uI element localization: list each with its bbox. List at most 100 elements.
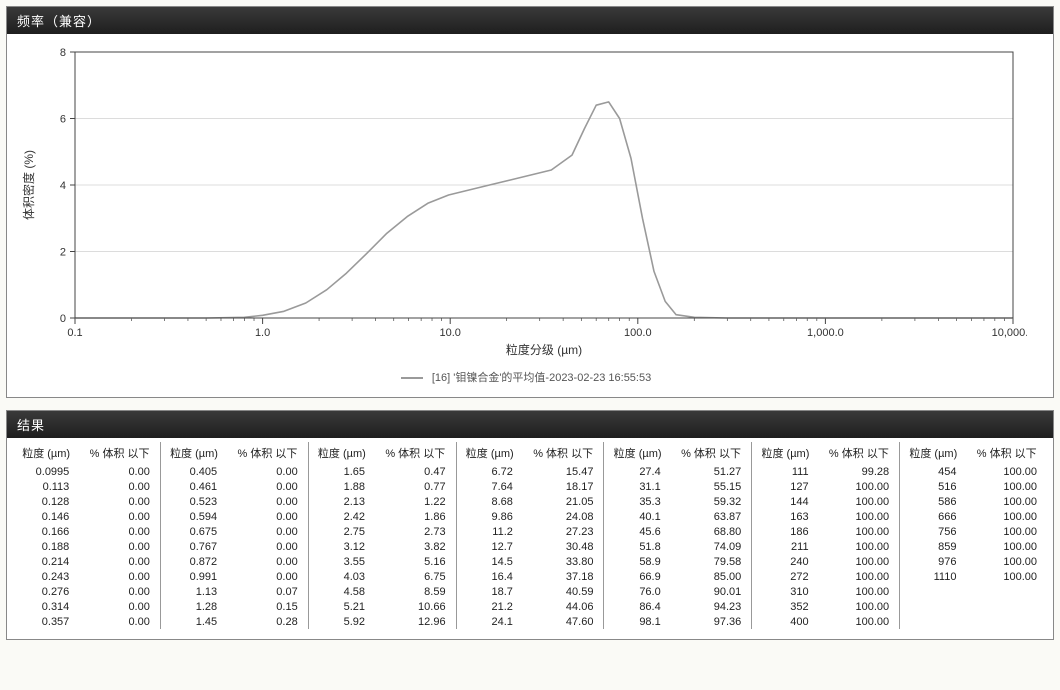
table-cell: 0.00 xyxy=(227,509,308,524)
svg-text:0.1: 0.1 xyxy=(67,327,82,339)
table-row: 127100.00 xyxy=(752,479,899,494)
table-cell: 9.86 xyxy=(457,509,523,524)
table-row: 0.9910.00 xyxy=(161,569,308,584)
results-panel-title: 结果 xyxy=(7,411,1053,438)
table-cell: 516 xyxy=(900,479,966,494)
table-cell: 0.47 xyxy=(375,464,456,479)
results-column: 粒度 (µm)% 体积 以下454100.00516100.00586100.0… xyxy=(900,442,1047,629)
table-row: 6.7215.47 xyxy=(457,464,604,479)
table-cell: 37.18 xyxy=(523,569,604,584)
legend-label: [16] '钼镍合金'的平均值-2023-02-23 16:55:53 xyxy=(432,372,651,384)
table-row: 0.6750.00 xyxy=(161,524,308,539)
table-cell: 1.86 xyxy=(375,509,456,524)
svg-text:1,000.0: 1,000.0 xyxy=(807,327,844,339)
results-subtable: 粒度 (µm)% 体积 以下454100.00516100.00586100.0… xyxy=(900,442,1047,584)
table-row: 12.730.48 xyxy=(457,539,604,554)
table-cell: 5.16 xyxy=(375,554,456,569)
table-row: 1.280.15 xyxy=(161,599,308,614)
table-cell: 0.188 xyxy=(13,539,79,554)
table-cell: 18.17 xyxy=(523,479,604,494)
table-row: 240100.00 xyxy=(752,554,899,569)
svg-text:8: 8 xyxy=(60,47,66,59)
table-row: 272100.00 xyxy=(752,569,899,584)
table-cell: 0.166 xyxy=(13,524,79,539)
table-cell: 100.00 xyxy=(819,479,900,494)
svg-text:6: 6 xyxy=(60,114,66,126)
table-cell: 45.6 xyxy=(604,524,670,539)
table-cell: 100.00 xyxy=(966,569,1047,584)
table-row: 35.359.32 xyxy=(604,494,751,509)
frequency-chart: 024680.11.010.0100.01,000.010,000.0粒度分级 … xyxy=(17,42,1027,362)
table-cell: 1.22 xyxy=(375,494,456,509)
table-row: 1.130.07 xyxy=(161,584,308,599)
table-cell: 0.0995 xyxy=(13,464,79,479)
table-cell: 272 xyxy=(752,569,818,584)
table-row: 0.1460.00 xyxy=(13,509,160,524)
table-cell: 0.243 xyxy=(13,569,79,584)
results-column: 粒度 (µm)% 体积 以下6.7215.477.6418.178.6821.0… xyxy=(457,442,605,629)
table-cell: 40.59 xyxy=(523,584,604,599)
table-row: 756100.00 xyxy=(900,524,1047,539)
table-cell: 240 xyxy=(752,554,818,569)
table-cell: 24.08 xyxy=(523,509,604,524)
table-row: 0.4050.00 xyxy=(161,464,308,479)
results-col-header: 粒度 (µm) xyxy=(309,442,375,464)
table-cell: 859 xyxy=(900,539,966,554)
results-col-header: 粒度 (µm) xyxy=(604,442,670,464)
table-cell: 0.00 xyxy=(227,524,308,539)
results-panel: 结果 粒度 (µm)% 体积 以下0.09950.000.1130.000.12… xyxy=(6,410,1054,640)
svg-text:体积密度 (%): 体积密度 (%) xyxy=(21,150,36,220)
table-cell: 6.72 xyxy=(457,464,523,479)
table-cell: 21.05 xyxy=(523,494,604,509)
table-cell: 10.66 xyxy=(375,599,456,614)
table-cell: 74.09 xyxy=(671,539,752,554)
table-row: 5.2110.66 xyxy=(309,599,456,614)
results-table-group: 粒度 (µm)% 体积 以下0.09950.000.1130.000.1280.… xyxy=(7,438,1053,639)
table-cell: 0.00 xyxy=(79,509,160,524)
table-cell: 35.3 xyxy=(604,494,670,509)
results-col-header: % 体积 以下 xyxy=(227,442,308,464)
table-cell: 0.00 xyxy=(227,494,308,509)
table-cell: 666 xyxy=(900,509,966,524)
results-subtable: 粒度 (µm)% 体积 以下1.650.471.880.772.131.222.… xyxy=(309,442,456,629)
svg-text:1.0: 1.0 xyxy=(255,327,270,339)
table-cell: 127 xyxy=(752,479,818,494)
table-cell: 586 xyxy=(900,494,966,509)
svg-text:0: 0 xyxy=(60,313,66,325)
table-cell: 90.01 xyxy=(671,584,752,599)
table-cell: 8.59 xyxy=(375,584,456,599)
table-row: 0.3140.00 xyxy=(13,599,160,614)
table-row: 186100.00 xyxy=(752,524,899,539)
table-cell: 1110 xyxy=(900,569,966,584)
table-cell: 163 xyxy=(752,509,818,524)
table-cell: 100.00 xyxy=(819,584,900,599)
table-cell: 86.4 xyxy=(604,599,670,614)
table-cell: 63.87 xyxy=(671,509,752,524)
table-cell: 0.872 xyxy=(161,554,227,569)
table-cell: 0.405 xyxy=(161,464,227,479)
table-cell: 16.4 xyxy=(457,569,523,584)
table-cell: 0.15 xyxy=(227,599,308,614)
table-row: 9.8624.08 xyxy=(457,509,604,524)
table-cell: 40.1 xyxy=(604,509,670,524)
results-subtable: 粒度 (µm)% 体积 以下0.4050.000.4610.000.5230.0… xyxy=(161,442,308,629)
table-cell: 7.64 xyxy=(457,479,523,494)
results-col-header: % 体积 以下 xyxy=(819,442,900,464)
table-cell: 14.5 xyxy=(457,554,523,569)
table-row: 1.450.28 xyxy=(161,614,308,629)
table-cell: 100.00 xyxy=(966,539,1047,554)
table-row: 3.123.82 xyxy=(309,539,456,554)
table-row: 1.650.47 xyxy=(309,464,456,479)
table-cell: 98.1 xyxy=(604,614,670,629)
table-cell: 0.146 xyxy=(13,509,79,524)
table-cell: 21.2 xyxy=(457,599,523,614)
table-row: 31.155.15 xyxy=(604,479,751,494)
table-cell: 0.00 xyxy=(227,539,308,554)
table-cell: 100.00 xyxy=(966,524,1047,539)
table-cell: 211 xyxy=(752,539,818,554)
table-row: 86.494.23 xyxy=(604,599,751,614)
table-row: 211100.00 xyxy=(752,539,899,554)
table-row: 0.3570.00 xyxy=(13,614,160,629)
table-row: 21.244.06 xyxy=(457,599,604,614)
table-cell: 3.55 xyxy=(309,554,375,569)
